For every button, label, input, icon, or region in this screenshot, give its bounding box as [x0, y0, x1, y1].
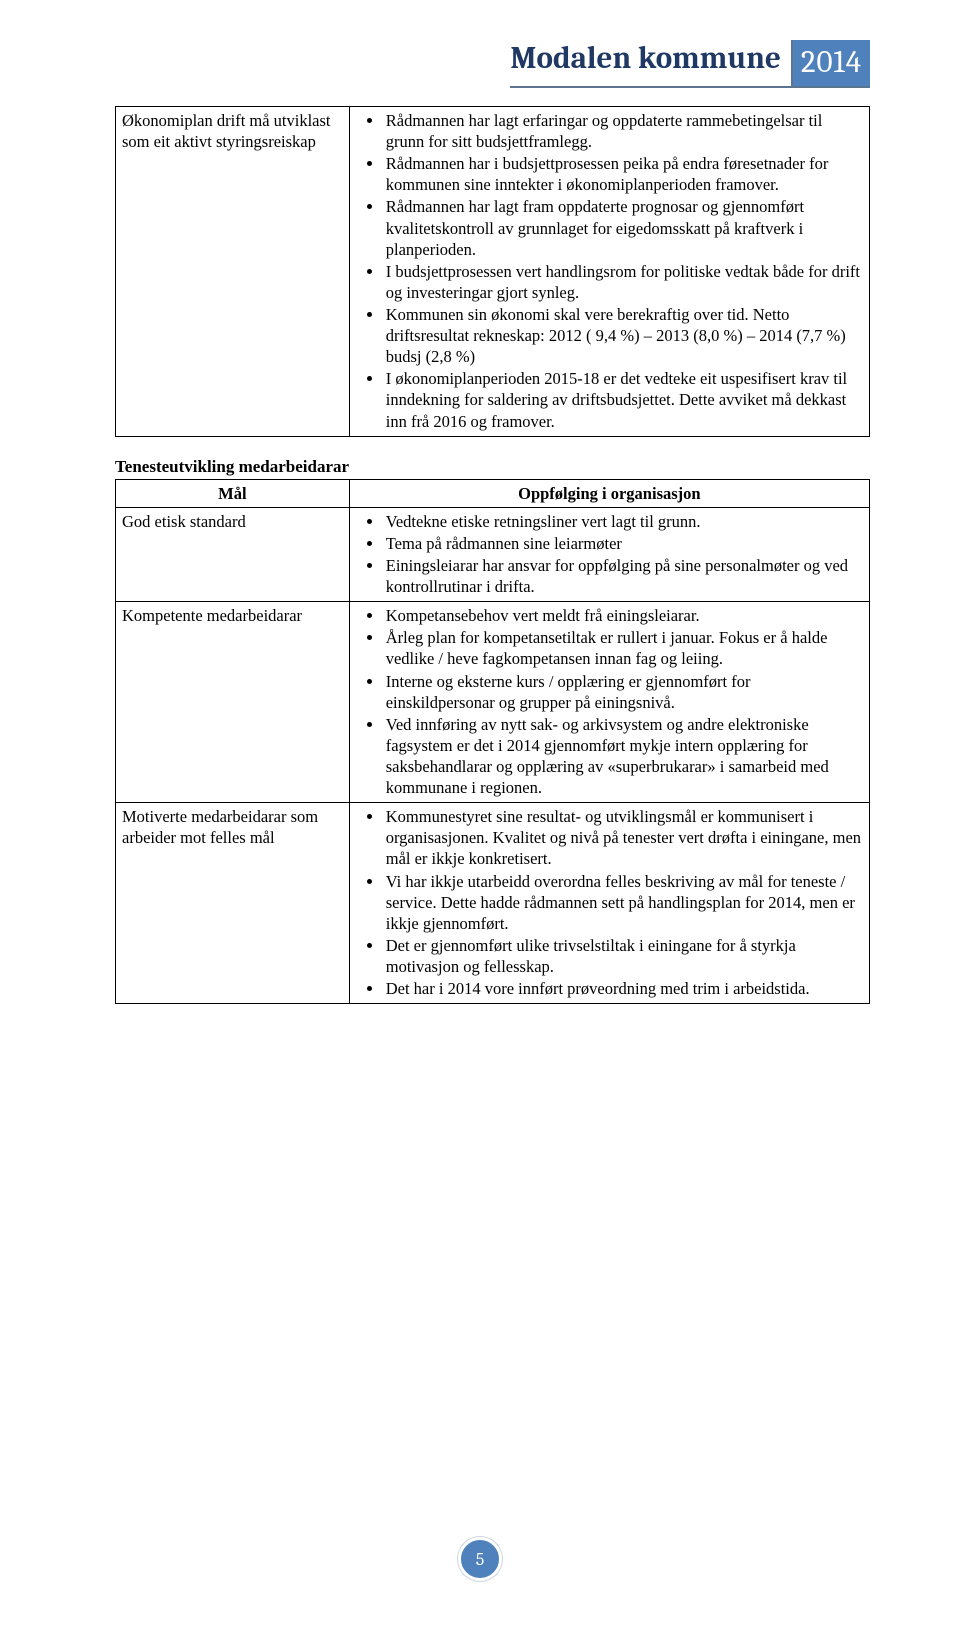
list-item: I budsjettprosessen vert handlingsrom fo… [384, 261, 863, 303]
list-item: Einingsleiarar har ansvar for oppfølging… [384, 555, 863, 597]
list-item: Interne og eksterne kurs / opplæring er … [384, 671, 863, 713]
cell-right: Vedtekne etiske retningsliner vert lagt … [349, 507, 869, 601]
column-header-left: Mål [116, 479, 350, 507]
header-year: 2014 [791, 40, 870, 86]
list-item: Vedtekne etiske retningsliner vert lagt … [384, 511, 863, 532]
cell-left: Økonomiplan drift må utviklast som eit a… [116, 107, 350, 437]
page-header: Modalen kommune 2014 [115, 40, 870, 88]
table-header-row: Mål Oppfølging i organisasjon [116, 479, 870, 507]
bullet-list: Vedtekne etiske retningsliner vert lagt … [356, 511, 863, 597]
list-item: Vi har ikkje utarbeidd overordna felles … [384, 871, 863, 934]
section-heading: Tenesteutvikling medarbeidarar [115, 457, 870, 477]
cell-right: Kommunestyret sine resultat- og utviklin… [349, 803, 869, 1004]
table-row: Motiverte medarbeidarar som arbeider mot… [116, 803, 870, 1004]
list-item: Kommunestyret sine resultat- og utviklin… [384, 806, 863, 869]
list-item: Ved innføring av nytt sak- og arkivsyste… [384, 714, 863, 798]
list-item: Rådmannen har lagt erfaringar og oppdate… [384, 110, 863, 152]
document-page: Modalen kommune 2014 Økonomiplan drift m… [0, 0, 960, 1629]
column-header-right: Oppfølging i organisasjon [349, 479, 869, 507]
list-item: Kompetansebehov vert meldt frå einingsle… [384, 605, 863, 626]
bullet-list: Kommunestyret sine resultat- og utviklin… [356, 806, 863, 999]
list-item: Rådmannen har lagt fram oppdaterte progn… [384, 196, 863, 259]
cell-right: Rådmannen har lagt erfaringar og oppdate… [349, 107, 869, 437]
header-line: Modalen kommune 2014 [510, 40, 870, 88]
cell-left: Kompetente medarbeidarar [116, 602, 350, 803]
table-row: Økonomiplan drift må utviklast som eit a… [116, 107, 870, 437]
table-row: God etisk standard Vedtekne etiske retni… [116, 507, 870, 601]
header-title: Modalen kommune [510, 40, 791, 86]
table-okonomiplan: Økonomiplan drift må utviklast som eit a… [115, 106, 870, 437]
table-tenesteutvikling: Mål Oppfølging i organisasjon God etisk … [115, 479, 870, 1005]
list-item: Årleg plan for kompetansetiltak er rulle… [384, 627, 863, 669]
list-item: Rådmannen har i budsjettprosessen peika … [384, 153, 863, 195]
cell-left: Motiverte medarbeidarar som arbeider mot… [116, 803, 350, 1004]
list-item: Det har i 2014 vore innført prøveordning… [384, 978, 863, 999]
cell-right: Kompetansebehov vert meldt frå einingsle… [349, 602, 869, 803]
page-number-badge: 5 [458, 1537, 502, 1581]
table-row: Kompetente medarbeidarar Kompetansebehov… [116, 602, 870, 803]
list-item: Kommunen sin økonomi skal vere berekraft… [384, 304, 863, 367]
bullet-list: Rådmannen har lagt erfaringar og oppdate… [356, 110, 863, 432]
list-item: Tema på rådmannen sine leiarmøter [384, 533, 863, 554]
bullet-list: Kompetansebehov vert meldt frå einingsle… [356, 605, 863, 798]
list-item: Det er gjennomført ulike trivselstiltak … [384, 935, 863, 977]
cell-left: God etisk standard [116, 507, 350, 601]
list-item: I økonomiplanperioden 2015-18 er det ved… [384, 368, 863, 431]
